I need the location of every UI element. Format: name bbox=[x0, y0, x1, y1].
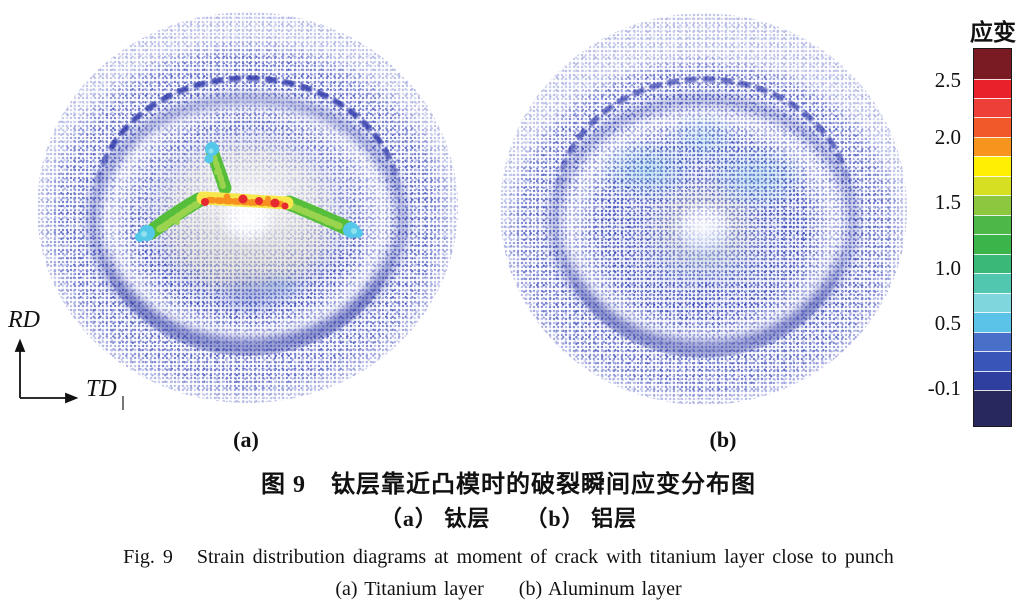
caption-zh-subtitle: （a） 钛层 （b） 铝层 bbox=[379, 506, 638, 531]
panel-a-strain-map bbox=[37, 12, 458, 403]
colorbar-ticks: 2.5 2.0 1.5 1.0 0.5 -0.1 bbox=[905, 0, 961, 430]
panel-b-strain-map bbox=[500, 13, 907, 405]
caption-en-subtitle: (a) Titanium layer (b) Aluminum layer bbox=[335, 578, 682, 600]
colorbar-segment bbox=[974, 390, 1011, 427]
colorbar-segment bbox=[974, 195, 1011, 215]
colorbar-tick-label: 2.0 bbox=[934, 125, 961, 149]
colorbar-tick-label: 1.0 bbox=[934, 256, 961, 280]
panel-a-label: (a) bbox=[233, 427, 259, 452]
colorbar-segment bbox=[974, 370, 1011, 391]
colorbar-tick-label: 0.5 bbox=[934, 311, 961, 335]
colorbar-title: 应变 bbox=[970, 20, 1016, 45]
caption-zh-title: 图 9 钛层靠近凸模时的破裂瞬间应变分布图 bbox=[261, 472, 756, 498]
colorbar-segment bbox=[974, 117, 1011, 137]
colorbar-segment bbox=[974, 156, 1011, 176]
colorbar-segment bbox=[974, 331, 1011, 352]
colorbar-segment bbox=[974, 312, 1011, 332]
caption-en-title: Fig. 9 Strain distribution diagrams at m… bbox=[123, 546, 894, 568]
colorbar-segment bbox=[974, 234, 1011, 254]
colorbar-segment bbox=[974, 49, 1011, 79]
panel-b-label: (b) bbox=[709, 427, 737, 452]
td-axis-label: TD bbox=[86, 376, 117, 402]
strain-blobs bbox=[500, 13, 907, 405]
colorbar-segment bbox=[974, 136, 1011, 157]
colorbar-segment bbox=[974, 292, 1011, 313]
colorbar-segment bbox=[974, 253, 1011, 274]
colorbar-segment bbox=[974, 98, 1011, 118]
rd-axis-label: RD bbox=[8, 307, 40, 333]
colorbar-tick-label: 2.5 bbox=[934, 68, 961, 92]
crack-pattern bbox=[135, 142, 363, 242]
axis-arrows-icon bbox=[14, 338, 79, 404]
colorbar-tick-label: 1.5 bbox=[934, 190, 961, 214]
stray-mark bbox=[122, 396, 124, 410]
colorbar-segment bbox=[974, 214, 1011, 235]
colorbar-tick-label: -0.1 bbox=[927, 376, 961, 400]
crack-cyan-tips bbox=[135, 142, 363, 242]
crack-red-spots bbox=[201, 194, 289, 210]
colorbar-segment bbox=[974, 273, 1011, 293]
colorbar-segments bbox=[973, 48, 1012, 427]
colorbar-segment bbox=[974, 351, 1011, 371]
colorbar-segment bbox=[974, 78, 1011, 98]
colorbar-segment bbox=[974, 175, 1011, 196]
